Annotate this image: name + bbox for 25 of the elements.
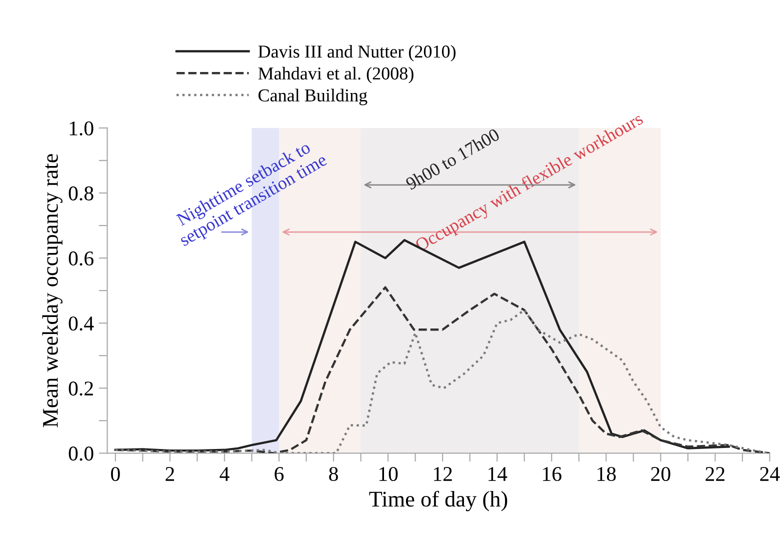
y-tick-label: 0.8 [68,186,94,201]
legend-label: Mahdavi et al. (2008) [258,66,414,84]
x-axis-title: Time of day (h) [369,490,508,512]
x-tick-label: 16 [543,467,562,482]
y-tick-label: 0.4 [68,316,94,331]
y-tick-label: 0.2 [68,382,93,396]
x-tick-label: 0 [111,466,120,482]
x-tick-label: 10 [379,466,398,482]
y-tick-label: 0.0 [68,446,94,461]
y-tick-label: 1.0 [70,121,94,136]
x-tick-label: 14 [488,467,508,481]
legend-label: Davis III and Nutter (2010) [258,44,456,62]
y-axis-title: Mean weekday occupancy rate [42,154,62,428]
x-tick-label: 20 [651,466,670,482]
x-tick-label: 12 [434,467,452,481]
x-tick-label: 24 [760,467,780,481]
band-label: 9h00 to 17h00 [404,128,500,190]
x-tick-label: 22 [706,467,724,481]
x-tick-label: 8 [329,466,338,482]
x-tick-label: 2 [166,467,174,481]
y-tick-label: 0.6 [68,251,94,266]
legend-label: Canal Building [258,88,368,106]
x-tick-label: 6 [274,467,284,482]
x-tick-label: 18 [598,466,616,482]
x-tick-label: 4 [220,467,230,481]
